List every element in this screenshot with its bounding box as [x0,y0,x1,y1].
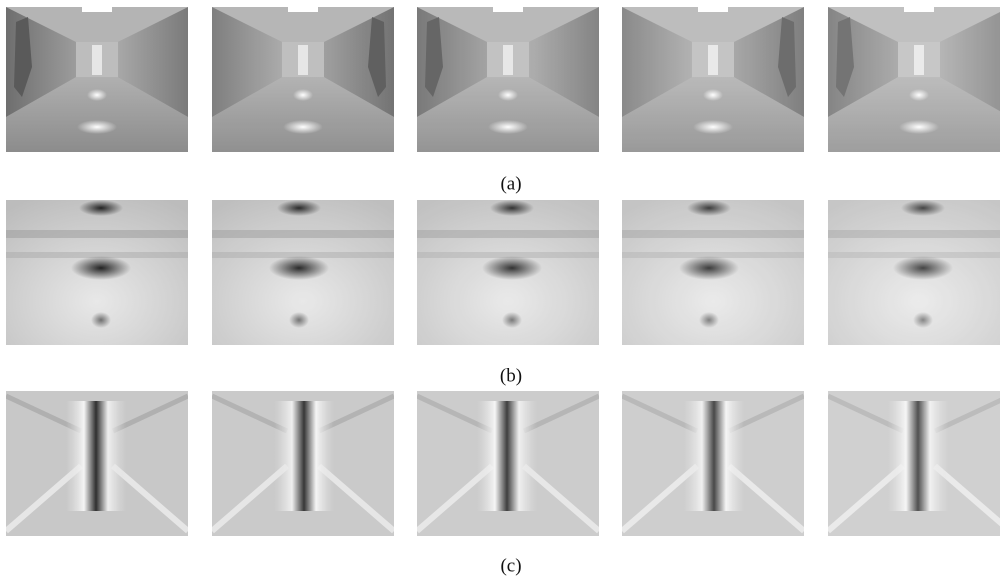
caption: (a) [500,173,521,194]
image-panel [828,391,1000,536]
image-panel [212,200,394,345]
image-grid [6,7,1000,536]
image-panel [6,391,188,536]
image-panel [6,7,188,152]
image-panel [212,7,394,152]
caption: (b) [500,365,522,386]
caption: (c) [500,555,521,576]
image-panel [828,200,1000,345]
image-panel [417,7,599,152]
image-panel [6,200,188,345]
image-panel [622,200,804,345]
image-panel [622,391,804,536]
figure: (a) (b) (c) [0,0,1000,579]
image-panel [622,7,804,152]
image-panel [212,391,394,536]
image-panel [417,391,599,536]
image-panel [828,7,1000,152]
image-panel [417,200,599,345]
